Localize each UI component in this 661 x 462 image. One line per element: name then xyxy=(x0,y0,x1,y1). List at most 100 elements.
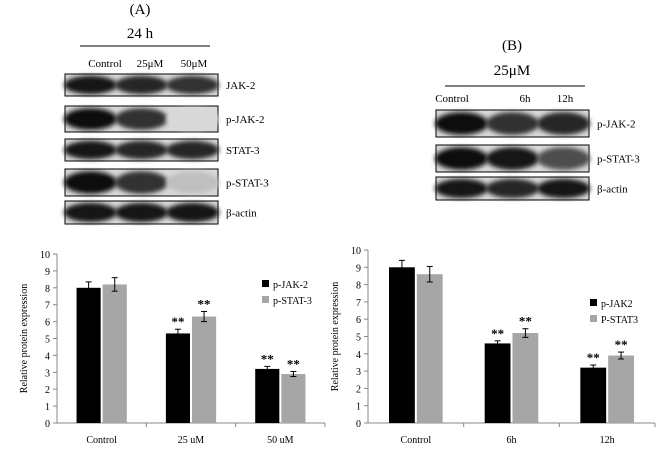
protein-label: p-JAK-2 xyxy=(226,114,265,126)
blot-band xyxy=(485,178,540,199)
blot-band xyxy=(114,202,169,223)
blot-band xyxy=(165,108,220,130)
blot-band xyxy=(485,147,540,170)
lane-label: 25μM xyxy=(137,58,164,70)
y-tick-label: 5 xyxy=(45,335,50,346)
significance: ** xyxy=(261,351,274,366)
blot-band xyxy=(434,112,489,135)
bar xyxy=(192,316,217,423)
y-tick-label: 4 xyxy=(356,350,361,361)
bar xyxy=(484,343,511,423)
y-tick-label: 3 xyxy=(356,367,361,378)
y-tick-label: 9 xyxy=(356,263,361,274)
significance: ** xyxy=(587,350,600,365)
significance: ** xyxy=(171,314,184,329)
blot-band xyxy=(485,112,540,135)
lane-label: Control xyxy=(435,93,469,105)
bar xyxy=(580,367,607,423)
legend-label: p-JAK-2 xyxy=(273,280,308,291)
y-tick-label: 6 xyxy=(45,318,50,329)
y-tick-label: 3 xyxy=(45,368,50,379)
condition-label: 24 h xyxy=(127,26,154,42)
lane-label: Control xyxy=(88,58,122,70)
protein-label: p-JAK-2 xyxy=(597,119,636,131)
y-tick-label: 4 xyxy=(45,351,50,362)
bar xyxy=(102,284,127,423)
significance: ** xyxy=(519,314,532,329)
blot-band xyxy=(536,178,591,199)
blot-band xyxy=(63,108,118,130)
y-axis-label: Relative protein expression xyxy=(19,284,30,393)
significance: ** xyxy=(615,337,628,352)
protein-label: p-STAT-3 xyxy=(597,154,640,166)
bar xyxy=(165,333,190,423)
x-tick-label: Control xyxy=(86,435,117,446)
legend-swatch xyxy=(590,315,597,322)
protein-label: β-actin xyxy=(226,208,257,220)
y-tick-label: 1 xyxy=(45,402,50,413)
y-tick-label: 2 xyxy=(45,385,50,396)
legend-swatch xyxy=(590,299,597,306)
x-tick-label: 6h xyxy=(507,435,517,446)
panel-label: (A) xyxy=(130,2,151,18)
x-tick-label: 25 uM xyxy=(178,435,205,446)
blot-band xyxy=(165,75,220,95)
blot-band xyxy=(165,171,220,194)
y-tick-label: 5 xyxy=(356,333,361,344)
bar xyxy=(389,267,415,423)
blot-band xyxy=(63,171,118,194)
y-tick-label: 1 xyxy=(356,402,361,413)
bar xyxy=(76,287,101,423)
x-tick-label: 50 uM xyxy=(267,435,294,446)
y-tick-label: 6 xyxy=(356,315,361,326)
blot-band xyxy=(536,112,591,135)
blot-band xyxy=(114,140,169,160)
lane-label: 12h xyxy=(557,93,574,105)
blot-band xyxy=(63,75,118,95)
blot-band xyxy=(114,75,169,95)
significance: ** xyxy=(287,356,300,371)
bar xyxy=(255,368,280,423)
x-tick-label: Control xyxy=(401,435,432,446)
legend-label: p-STAT-3 xyxy=(273,296,312,307)
lane-label: 6h xyxy=(520,93,532,105)
y-tick-label: 9 xyxy=(45,267,50,278)
y-tick-label: 0 xyxy=(45,419,50,430)
lane-label: 50μM xyxy=(181,58,208,70)
legend-label: p-JAK2 xyxy=(601,299,633,310)
y-tick-label: 7 xyxy=(356,298,361,309)
y-tick-label: 8 xyxy=(45,284,50,295)
significance: ** xyxy=(198,296,211,311)
y-tick-label: 8 xyxy=(356,281,361,292)
blot-band xyxy=(434,147,489,170)
condition-label: 25μM xyxy=(494,63,530,79)
bar xyxy=(281,373,306,423)
blot-band xyxy=(165,202,220,223)
y-axis-label: Relative protein expression xyxy=(330,282,341,391)
bar xyxy=(416,274,443,423)
x-tick-label: 12h xyxy=(600,435,615,446)
y-tick-label: 0 xyxy=(356,419,361,430)
protein-label: JAK-2 xyxy=(226,80,255,92)
blot-band xyxy=(114,171,169,194)
blot-band xyxy=(536,147,591,170)
protein-label: STAT-3 xyxy=(226,145,260,157)
significance: ** xyxy=(491,326,504,341)
legend-label: P-STAT3 xyxy=(601,315,638,326)
blot-band xyxy=(165,140,220,160)
protein-label: p-STAT-3 xyxy=(226,178,269,190)
legend-swatch xyxy=(262,280,269,287)
y-tick-label: 10 xyxy=(40,250,50,261)
y-tick-label: 10 xyxy=(351,246,361,257)
bar xyxy=(512,333,539,423)
bar xyxy=(608,355,634,423)
blot-band xyxy=(114,108,169,130)
blot-band xyxy=(63,140,118,160)
y-tick-label: 7 xyxy=(45,301,50,312)
y-tick-label: 2 xyxy=(356,384,361,395)
panel-label: (B) xyxy=(502,38,522,54)
blot-band xyxy=(434,178,489,199)
blot-band xyxy=(63,202,118,223)
protein-label: β-actin xyxy=(597,184,628,196)
